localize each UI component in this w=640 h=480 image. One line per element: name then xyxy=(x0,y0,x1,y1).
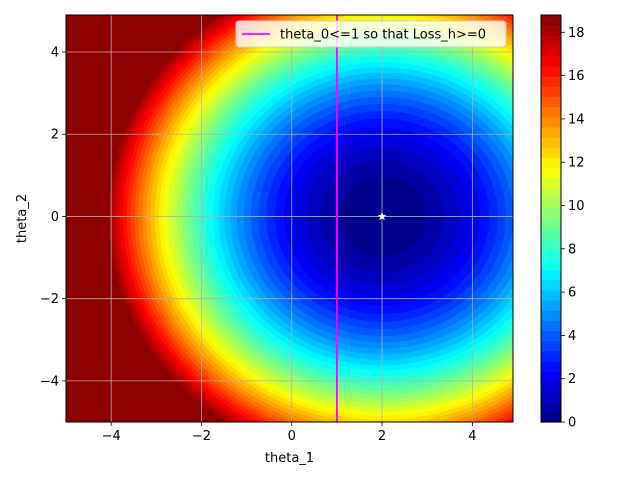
colorbar-segment xyxy=(541,228,561,240)
colorbar-segment xyxy=(541,25,561,36)
colorbar-segment xyxy=(541,116,561,128)
colorbar-segment xyxy=(541,310,561,321)
minimum-star-marker xyxy=(377,211,387,221)
colorbar xyxy=(541,15,561,423)
y-tick-label: 4 xyxy=(51,46,59,61)
x-tick-label: −2 xyxy=(192,429,211,444)
colorbar-segment xyxy=(541,208,561,220)
y-tick-label: −4 xyxy=(40,374,59,389)
colorbar-ticks: 0 2 4 6 8 10 12 14 16 18 xyxy=(561,26,585,431)
colorbar-segment xyxy=(541,106,561,118)
colorbar-segment xyxy=(541,126,561,138)
colorbar-segment xyxy=(541,55,561,67)
colorbar-tick-label: 4 xyxy=(568,329,576,344)
colorbar-segment xyxy=(541,249,561,260)
colorbar-tick-label: 6 xyxy=(568,286,576,301)
colorbar-tick-label: 14 xyxy=(568,112,585,127)
colorbar-segment xyxy=(541,320,561,332)
colorbar-segment xyxy=(541,360,561,372)
colorbar-segment xyxy=(541,147,561,159)
y-tick-label: 0 xyxy=(51,210,59,225)
plot-frame xyxy=(65,14,514,423)
y-tick-label: 2 xyxy=(51,128,59,143)
colorbar-segment xyxy=(541,381,561,393)
colorbar-segment xyxy=(541,350,561,362)
loss-surface xyxy=(66,15,513,422)
grid-lines xyxy=(66,15,513,422)
x-axis-ticks: −4 −2 0 2 4 xyxy=(102,422,477,444)
legend-label: theta_0<=1 so that Loss_h>=0 xyxy=(280,28,486,43)
colorbar-segment xyxy=(541,411,561,423)
colorbar-tick-label: 16 xyxy=(568,69,585,84)
colorbar-segment xyxy=(541,157,561,169)
legend: theta_0<=1 so that Loss_h>=0 xyxy=(235,20,507,48)
colorbar-segment xyxy=(541,299,561,311)
x-tick-label: 4 xyxy=(468,429,476,444)
colorbar-segment xyxy=(541,238,561,250)
colorbar-segment xyxy=(541,187,561,199)
colorbar-segment xyxy=(541,279,561,291)
colorbar-segment xyxy=(541,371,561,382)
colorbar-segment xyxy=(541,45,561,57)
colorbar-tick-label: 8 xyxy=(568,242,576,257)
y-tick-label: −2 xyxy=(40,292,59,307)
colorbar-segment xyxy=(541,269,561,281)
colorbar-segment xyxy=(541,391,561,403)
colorbar-frame xyxy=(540,14,562,423)
colorbar-segment xyxy=(541,137,561,148)
colorbar-tick-label: 0 xyxy=(568,416,576,431)
x-tick-label: 2 xyxy=(378,429,386,444)
legend-box xyxy=(235,20,507,48)
colorbar-segment xyxy=(541,218,561,230)
colorbar-segment xyxy=(541,15,561,26)
colorbar-tick-label: 12 xyxy=(568,156,585,171)
colorbar-segment xyxy=(541,35,561,47)
colorbar-segment xyxy=(541,259,561,270)
colorbar-tick-label: 18 xyxy=(568,26,585,41)
y-axis-label: theta_2 xyxy=(15,194,30,243)
colorbar-segment xyxy=(541,96,561,108)
colorbar-segment xyxy=(541,330,561,342)
colorbar-segment xyxy=(541,340,561,352)
x-tick-label: −4 xyxy=(102,429,121,444)
colorbar-segment xyxy=(541,198,561,209)
colorbar-segment xyxy=(541,289,561,301)
colorbar-segment xyxy=(541,177,561,189)
x-tick-label: 0 xyxy=(288,429,296,444)
colorbar-segment xyxy=(541,167,561,179)
colorbar-segment xyxy=(541,86,561,97)
colorbar-segment xyxy=(541,401,561,413)
colorbar-tick-label: 10 xyxy=(568,199,585,214)
series-layer xyxy=(336,15,387,422)
colorbar-segment xyxy=(541,76,561,87)
x-axis-label: theta_1 xyxy=(265,451,314,466)
y-axis-ticks: −4 −2 0 2 4 xyxy=(40,46,66,389)
colorbar-tick-label: 2 xyxy=(568,372,576,387)
colorbar-segment xyxy=(541,65,561,77)
